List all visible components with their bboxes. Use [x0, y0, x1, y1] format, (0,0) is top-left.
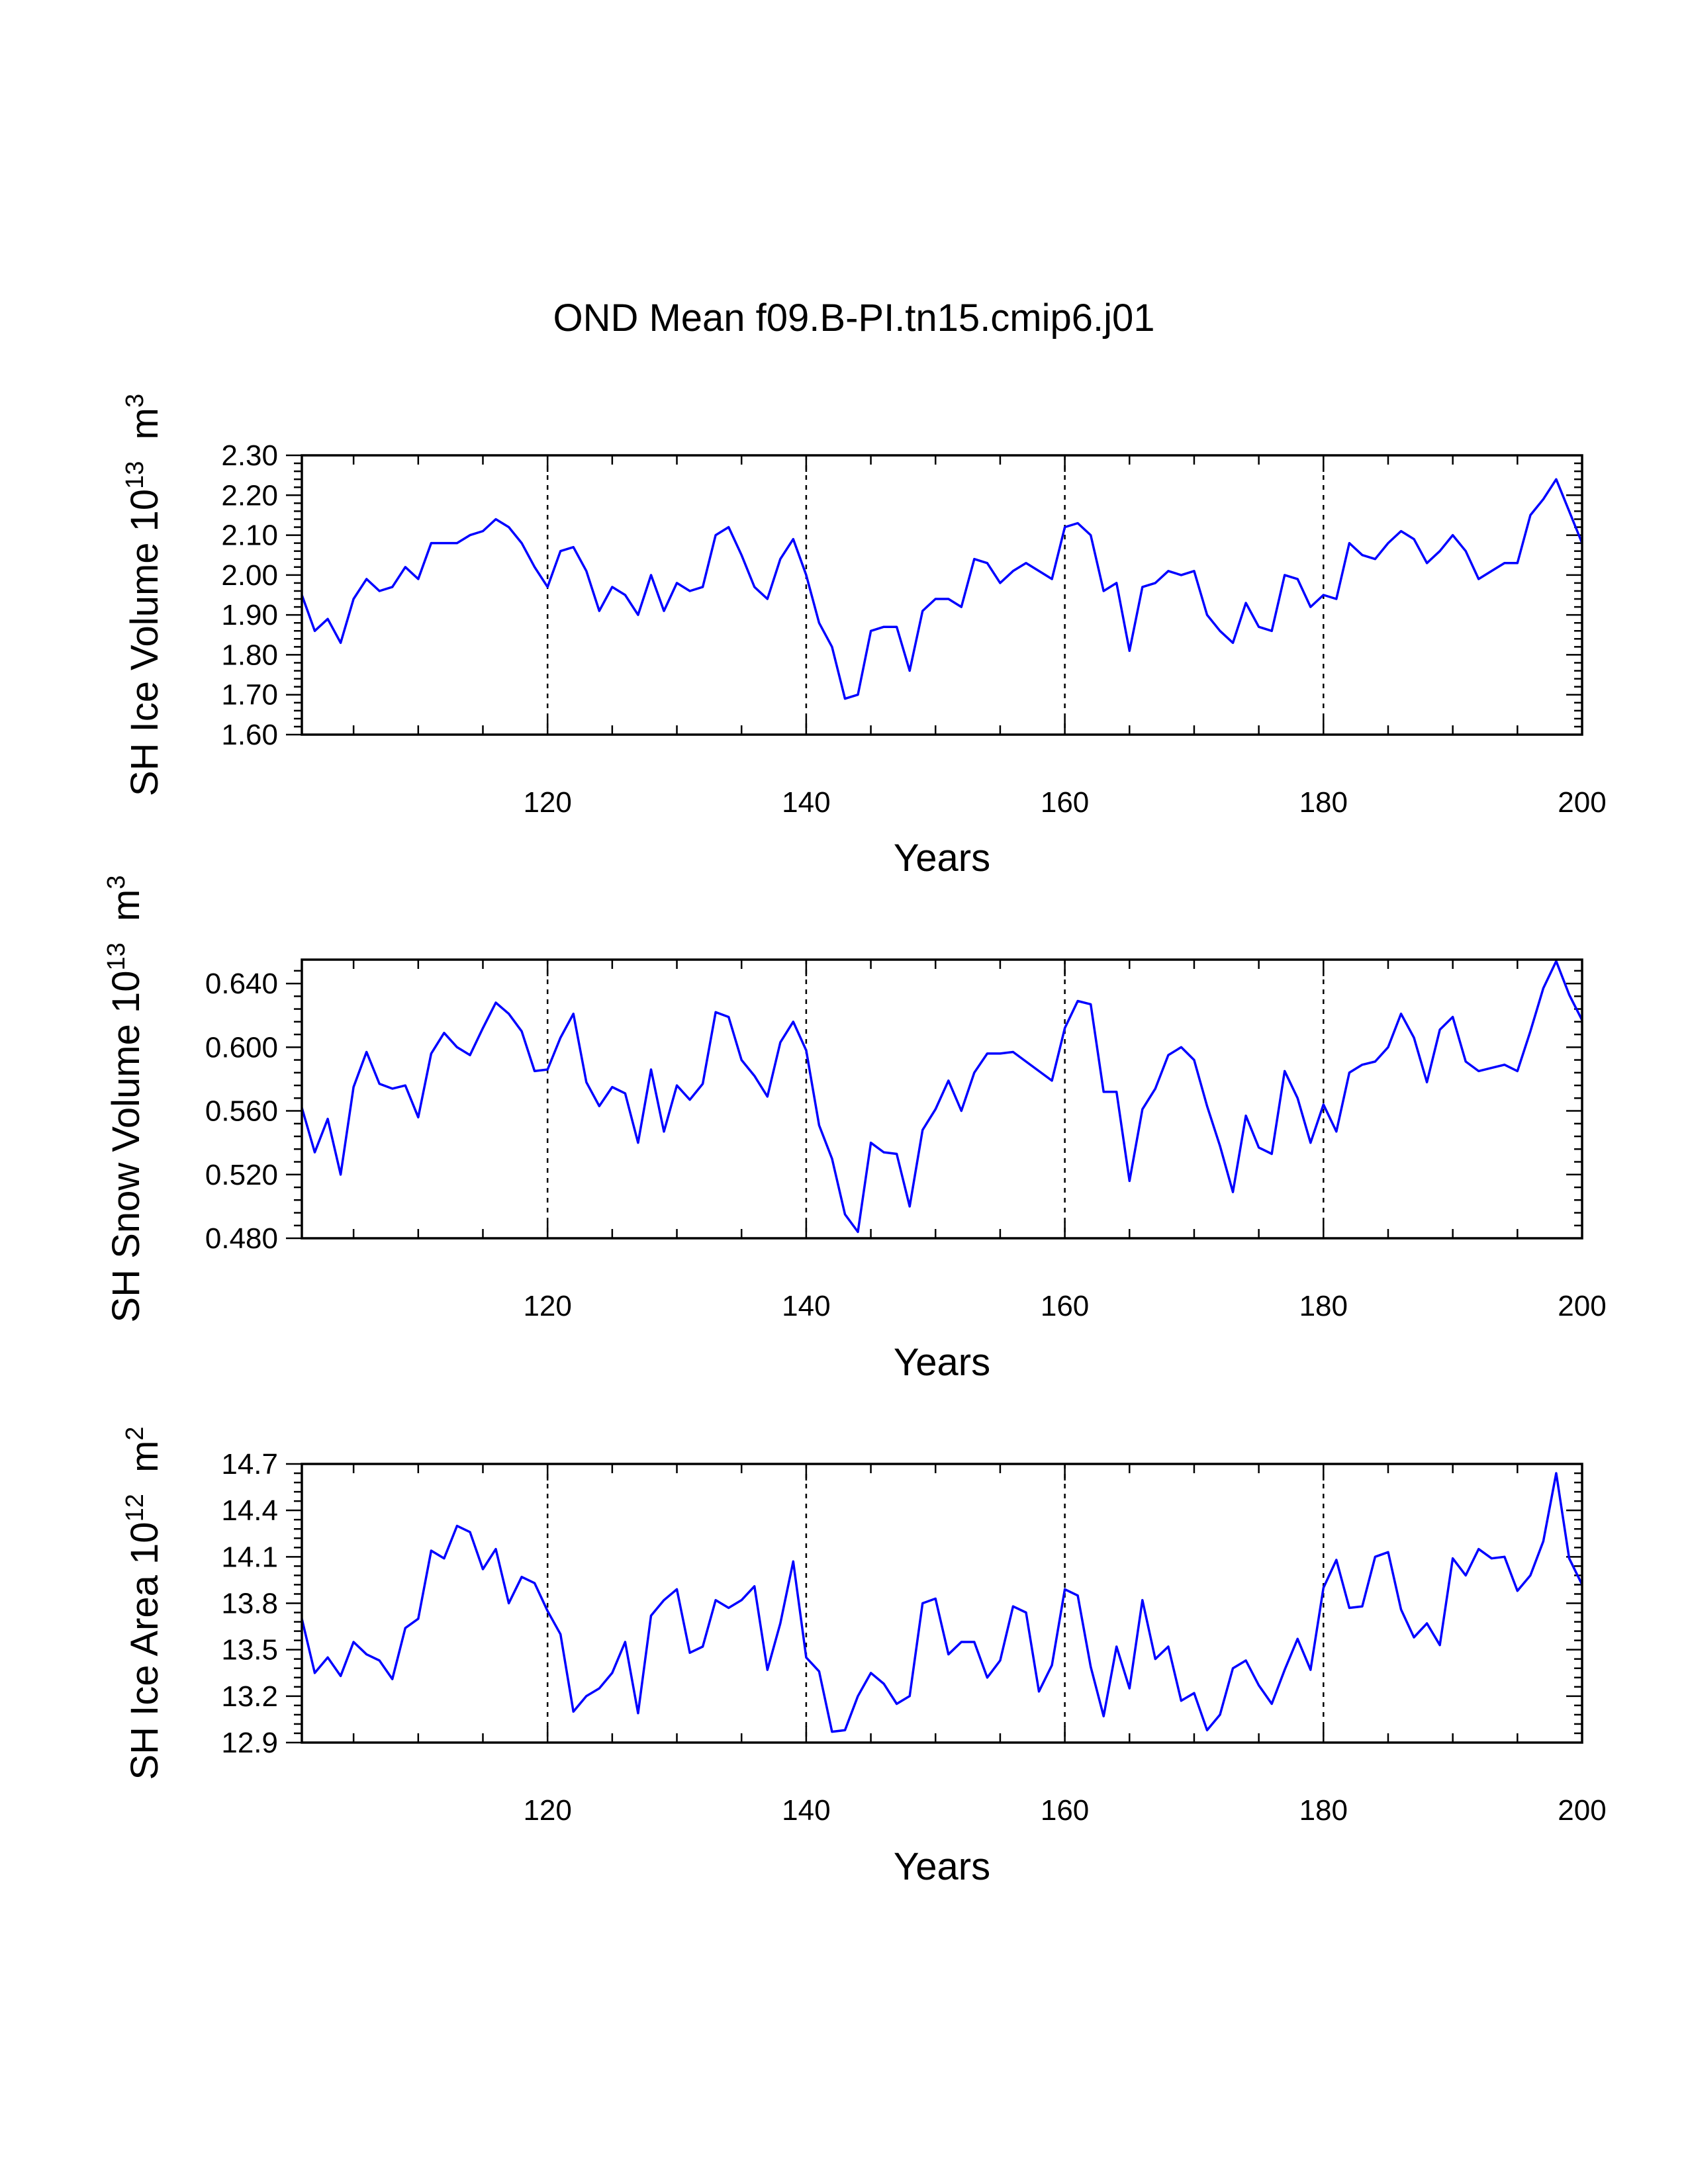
y-tick-label: 0.520: [205, 1159, 278, 1191]
y-tick-label: 13.5: [221, 1634, 278, 1666]
y-tick-label: 14.4: [221, 1494, 278, 1527]
y-tick-label: 1.60: [221, 719, 278, 751]
plot-frame: [301, 958, 1583, 1240]
y-tick-label: 0.480: [205, 1222, 278, 1255]
y-tick-label: 0.640: [205, 968, 278, 1000]
plot-frame: [301, 454, 1583, 736]
y-tick-label: 1.90: [221, 599, 278, 631]
x-tick-label: 140: [782, 1794, 830, 1827]
y-tick-label: 2.30: [221, 439, 278, 472]
x-tick-label: 200: [1558, 1794, 1606, 1827]
y-axis-label: SH Snow Volume 1013 m3: [103, 876, 148, 1323]
panel-ice-area: 120 140 160 180 200 12.9 13.2 13.5 13.8 14.1 14.4 1…: [121, 1426, 1607, 1888]
x-tick-label: 120: [523, 1290, 571, 1322]
figure-title: OND Mean f09.B-PI.tn15.cmip6.j01: [553, 296, 1154, 340]
y-tick-label: 14.7: [221, 1448, 278, 1480]
y-tick-label: 14.1: [221, 1541, 278, 1573]
x-axis-label: Years: [894, 1845, 990, 1888]
x-tick-label: 200: [1558, 1290, 1606, 1322]
x-tick-label: 140: [782, 1290, 830, 1322]
x-axis-label: Years: [894, 837, 990, 880]
x-tick-label: 160: [1041, 1794, 1089, 1827]
y-tick-label: 13.2: [221, 1680, 278, 1713]
y-axis-label: SH Ice Volume 1013 m3: [121, 394, 166, 796]
x-tick-label: 200: [1558, 786, 1606, 819]
series-line: [301, 960, 1583, 1234]
y-tick-label: 12.9: [221, 1727, 278, 1759]
x-tick-label: 160: [1041, 786, 1089, 819]
y-tick-label: 0.600: [205, 1031, 278, 1064]
x-axis-label: Years: [894, 1341, 990, 1384]
x-tick-label: 140: [782, 786, 830, 819]
y-tick-label: 2.00: [221, 559, 278, 592]
series-line: [301, 478, 1583, 700]
y-tick-label: 0.560: [205, 1095, 278, 1128]
x-tick-label: 120: [523, 786, 571, 819]
x-tick-label: 180: [1299, 1290, 1348, 1322]
plot-frame: [301, 1463, 1583, 1744]
y-tick-label: 1.80: [221, 639, 278, 671]
y-tick-label: 2.20: [221, 479, 278, 512]
series-line: [301, 1472, 1583, 1733]
y-tick-label: 1.70: [221, 679, 278, 711]
panel-snow-volume: 120 140 160 180 200 0.480 0.520 0.560 0.600 0.640…: [103, 876, 1607, 1384]
y-tick-label: 13.8: [221, 1588, 278, 1620]
y-axis-label: SH Ice Area 1012 m2: [121, 1426, 166, 1780]
panel-ice-volume: 120 140 160 180 200 1.60 1.70 1.80 1.90 2.00 2.10 2…: [121, 394, 1607, 880]
x-tick-label: 180: [1299, 786, 1348, 819]
y-tick-label: 2.10: [221, 520, 278, 552]
x-tick-label: 180: [1299, 1794, 1348, 1827]
x-tick-label: 120: [523, 1794, 571, 1827]
x-tick-label: 160: [1041, 1290, 1089, 1322]
